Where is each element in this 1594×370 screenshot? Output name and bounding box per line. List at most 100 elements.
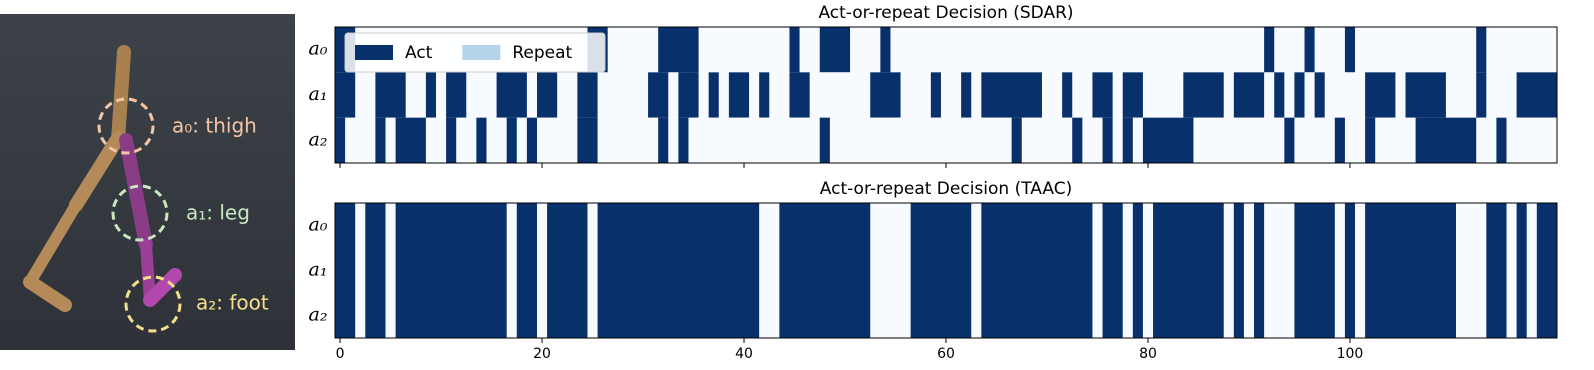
cell <box>1334 293 1346 338</box>
cell <box>1274 27 1285 73</box>
cell <box>466 117 477 163</box>
cell <box>1415 27 1427 73</box>
cell <box>1052 293 1063 338</box>
cell <box>1496 203 1507 248</box>
cell <box>829 72 841 118</box>
x-tick-label: 80 <box>1139 346 1157 362</box>
cell <box>637 72 649 118</box>
cell <box>951 117 962 163</box>
cell <box>860 248 871 293</box>
cell <box>1102 117 1114 163</box>
cell <box>597 293 609 338</box>
cell <box>1142 293 1154 338</box>
cell <box>536 248 548 293</box>
legend: Act Repeat <box>344 32 606 73</box>
cell <box>1355 72 1366 118</box>
x-tick-label: 0 <box>336 346 345 362</box>
cell <box>1294 117 1305 163</box>
cell <box>1516 293 1528 338</box>
cell <box>1506 248 1518 293</box>
cell <box>557 117 568 163</box>
x-tick-label: 40 <box>735 346 753 362</box>
cell <box>738 248 750 293</box>
cell <box>456 203 467 248</box>
cell <box>375 117 386 163</box>
cell <box>678 117 689 163</box>
cell <box>1072 117 1083 163</box>
cell <box>961 72 972 118</box>
cell <box>698 117 710 163</box>
cell <box>536 203 548 248</box>
cell <box>627 248 639 293</box>
cell <box>668 248 679 293</box>
cell <box>1122 72 1134 118</box>
cell <box>951 293 962 338</box>
row-label: a₀ <box>309 38 328 60</box>
cell <box>1294 203 1305 248</box>
cell <box>1445 27 1457 73</box>
cell <box>839 72 851 118</box>
cell <box>1193 293 1204 338</box>
cell <box>1243 27 1255 73</box>
cell <box>658 248 669 293</box>
cell <box>749 72 760 118</box>
cell <box>1052 248 1063 293</box>
cell <box>1183 293 1194 338</box>
x-tick-label: 20 <box>533 346 551 362</box>
cell <box>1334 72 1346 118</box>
cell <box>1476 117 1487 163</box>
cell <box>607 293 619 338</box>
cell <box>738 117 750 163</box>
cell <box>597 117 609 163</box>
cell <box>1132 72 1144 118</box>
cell <box>1445 248 1457 293</box>
cell <box>637 248 649 293</box>
cell <box>759 27 770 73</box>
cell <box>516 293 528 338</box>
cell <box>1021 293 1033 338</box>
cell <box>1375 293 1386 338</box>
cell <box>1405 248 1417 293</box>
cell <box>880 293 891 338</box>
cell <box>688 117 699 163</box>
cell <box>446 117 457 163</box>
cell <box>1072 72 1083 118</box>
cell <box>799 27 811 73</box>
cell <box>1385 27 1396 73</box>
cell <box>1213 117 1225 163</box>
cell <box>1082 117 1093 163</box>
cell <box>1264 72 1275 118</box>
cell <box>900 72 912 118</box>
cell <box>335 293 346 338</box>
cell <box>375 203 386 248</box>
cell <box>698 27 710 73</box>
cell <box>1021 117 1033 163</box>
cell <box>1445 293 1457 338</box>
cell <box>1233 117 1245 163</box>
cell <box>1506 203 1518 248</box>
cell <box>1466 27 1477 73</box>
cell <box>1021 27 1033 73</box>
cell <box>769 293 780 338</box>
cell <box>1153 203 1164 248</box>
cell <box>951 72 962 118</box>
cell <box>385 293 396 338</box>
cell <box>425 117 437 163</box>
cell <box>961 117 972 163</box>
cell <box>1233 293 1245 338</box>
cell <box>839 293 851 338</box>
cell <box>839 203 851 248</box>
cell <box>870 27 881 73</box>
cell <box>708 248 720 293</box>
cell <box>910 27 922 73</box>
cell <box>648 117 659 163</box>
cell <box>425 248 437 293</box>
cell <box>1112 248 1124 293</box>
joint-circle <box>124 275 182 333</box>
cell <box>940 72 952 118</box>
cell <box>971 203 982 248</box>
cell <box>1223 117 1235 163</box>
cell <box>1405 27 1417 73</box>
cell <box>1072 293 1083 338</box>
cell <box>1213 293 1225 338</box>
